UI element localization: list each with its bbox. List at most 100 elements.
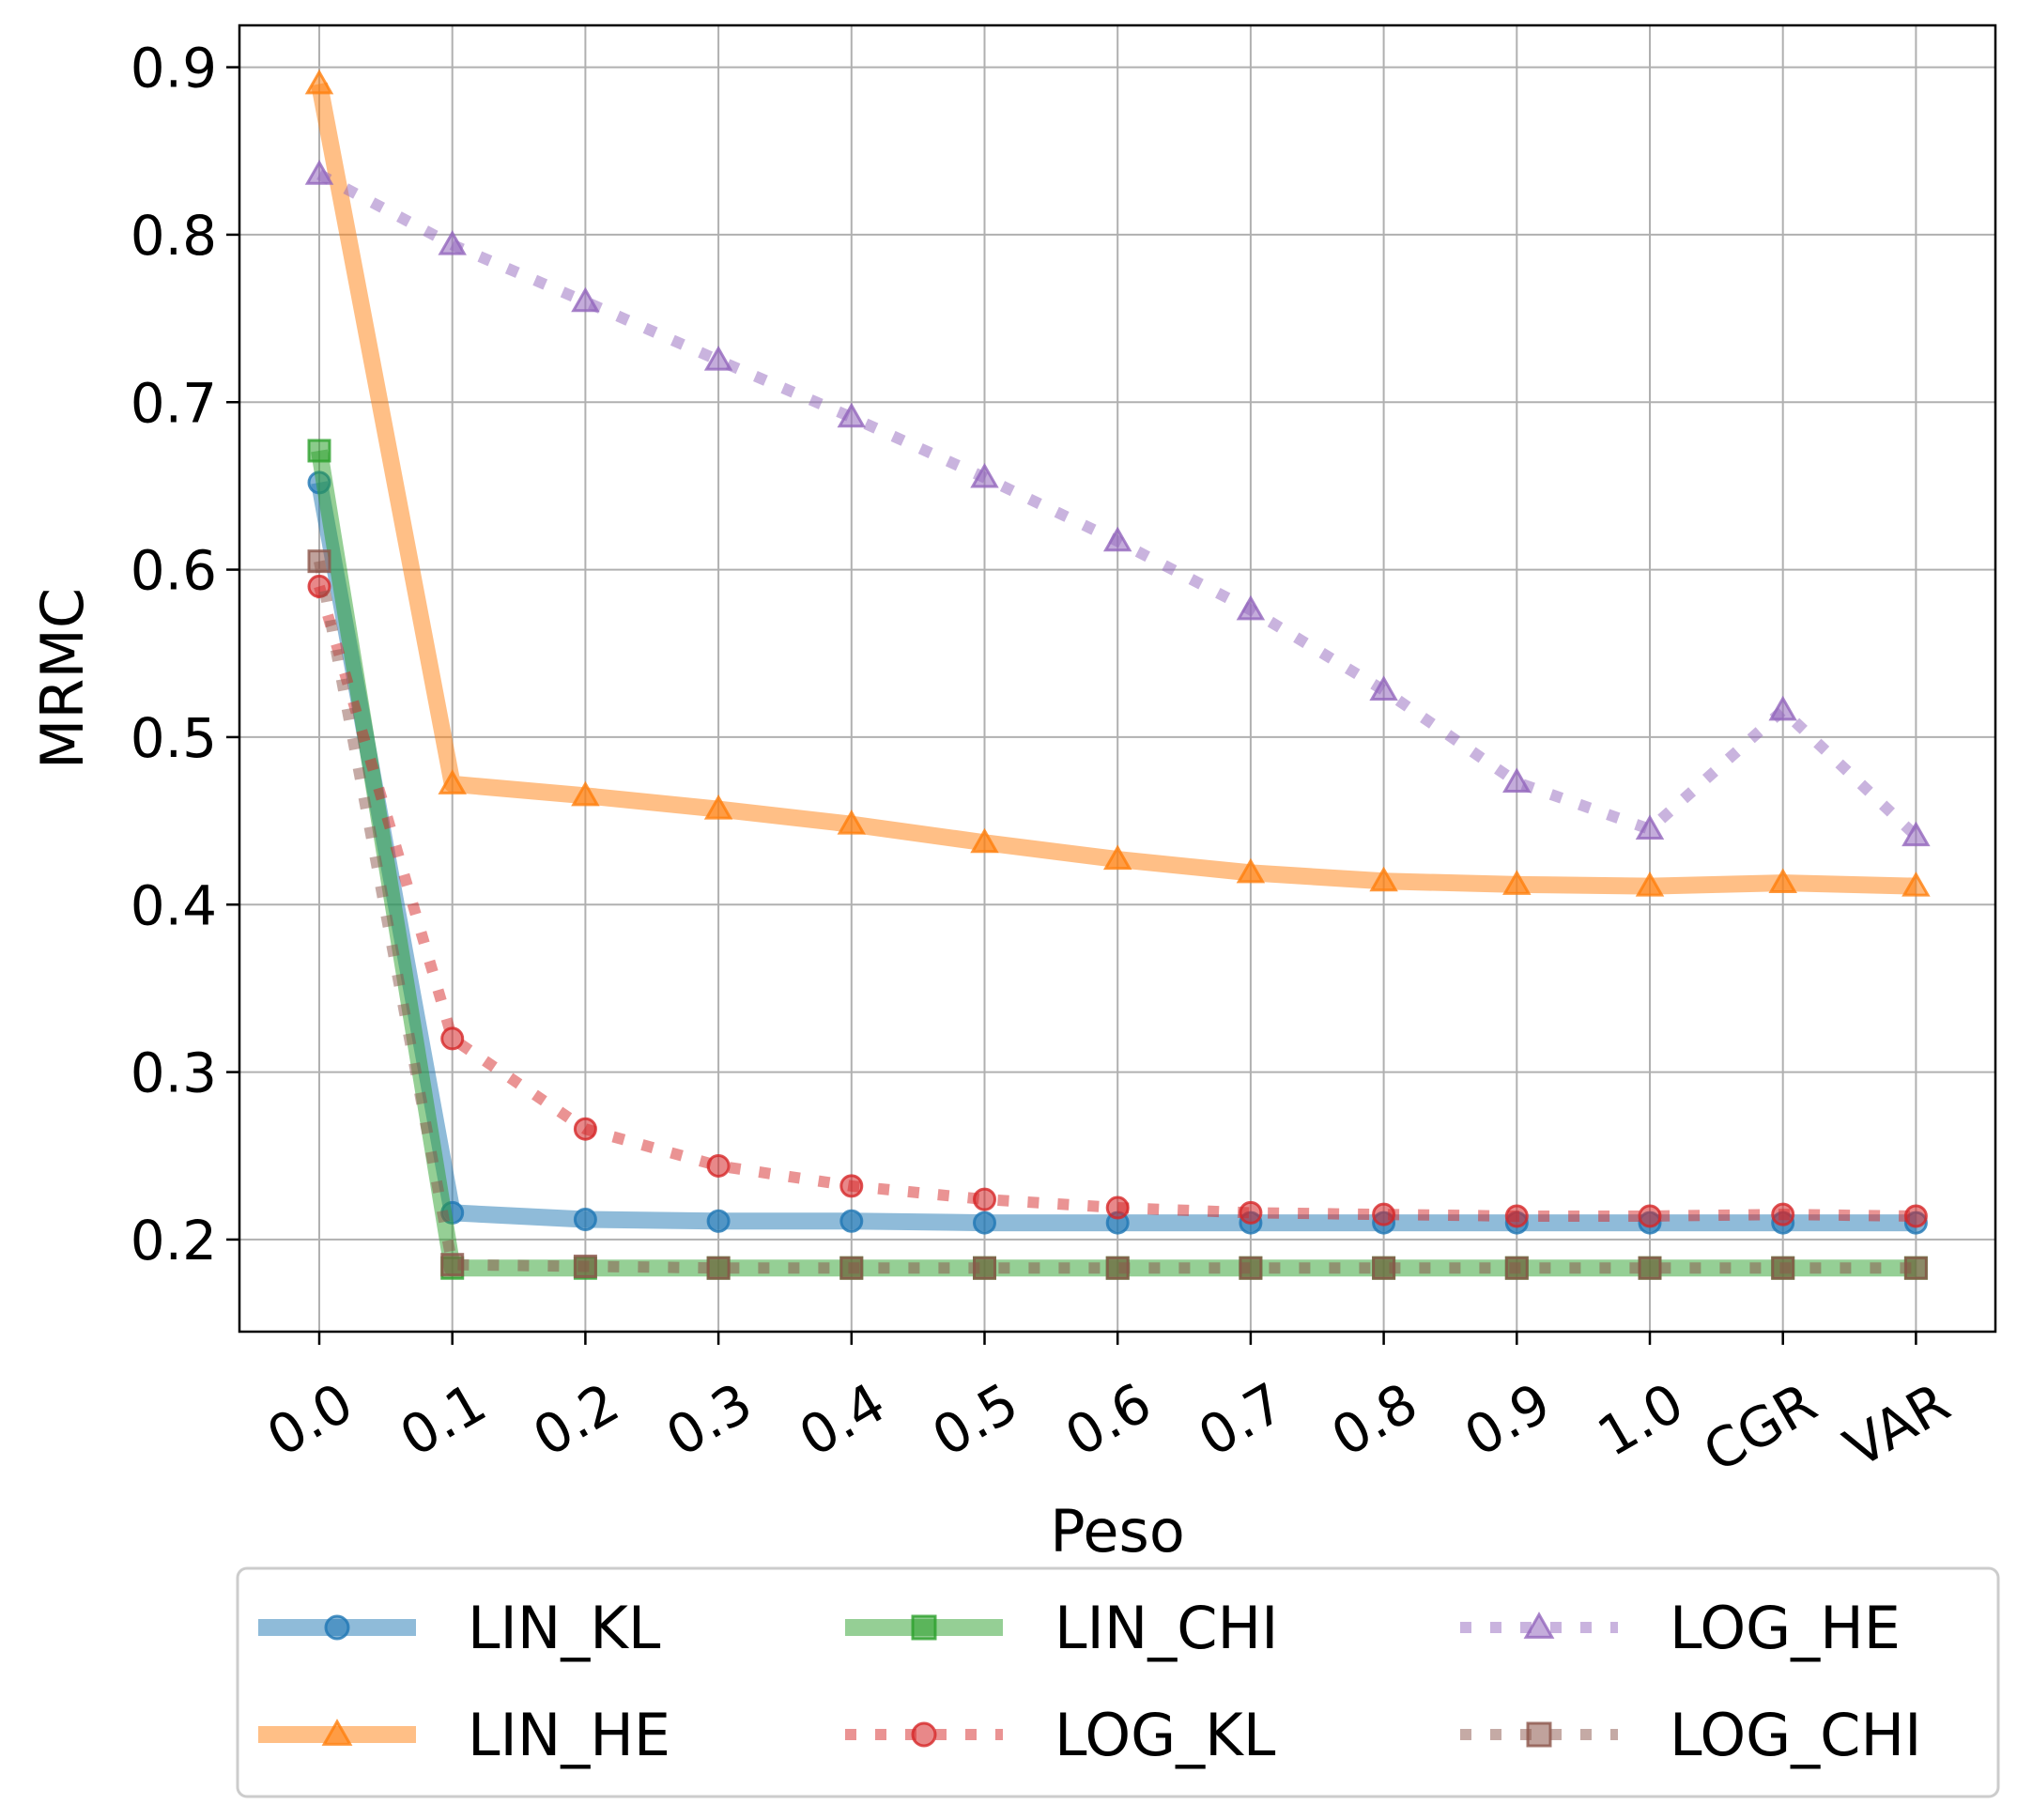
data-point bbox=[1239, 1200, 1263, 1225]
y-tick-label: 0.2 bbox=[131, 1209, 217, 1272]
data-point bbox=[1236, 857, 1266, 884]
data-point bbox=[1768, 695, 1797, 721]
data-point bbox=[1902, 821, 1931, 847]
y-tick-label: 0.9 bbox=[131, 37, 217, 100]
legend-label: LIN_CHI bbox=[1055, 1594, 1278, 1662]
x-tick-label: CGR bbox=[1693, 1370, 1827, 1485]
x-tick-label: 0.8 bbox=[1321, 1370, 1428, 1469]
data-point bbox=[706, 1153, 731, 1178]
y-tick-label: 0.4 bbox=[131, 873, 217, 937]
data-point bbox=[571, 780, 600, 807]
series-lines bbox=[304, 69, 1931, 1280]
x-axis-label: Peso bbox=[1050, 1497, 1185, 1566]
data-point bbox=[1372, 1202, 1396, 1226]
data-point bbox=[1903, 1204, 1928, 1228]
data-point bbox=[304, 160, 334, 185]
x-tick-label: 0.4 bbox=[789, 1370, 896, 1469]
data-point bbox=[1504, 1204, 1529, 1228]
data-point bbox=[1369, 866, 1398, 892]
legend-item: LIN_KL bbox=[258, 1594, 661, 1662]
data-point bbox=[1903, 1256, 1928, 1280]
legend-marker bbox=[324, 1614, 350, 1641]
x-tick-label: 0.2 bbox=[523, 1370, 630, 1469]
data-point bbox=[1236, 594, 1266, 621]
data-point bbox=[438, 229, 467, 255]
data-point bbox=[837, 402, 867, 428]
legend-label: LOG_KL bbox=[1055, 1701, 1276, 1769]
legend-item: LOG_HE bbox=[1460, 1594, 1901, 1662]
data-point bbox=[1502, 870, 1532, 895]
legend-item: LOG_CHI bbox=[1460, 1701, 1921, 1769]
data-point bbox=[307, 549, 331, 574]
legend-marker bbox=[321, 1719, 353, 1746]
data-point bbox=[1635, 814, 1665, 840]
data-point bbox=[706, 1209, 731, 1233]
data-point bbox=[573, 1208, 597, 1232]
y-tick-label: 0.3 bbox=[131, 1041, 217, 1105]
data-point bbox=[973, 1256, 996, 1280]
legend-item: LOG_KL bbox=[845, 1701, 1276, 1769]
legend-marker bbox=[1526, 1721, 1552, 1748]
grid-lines bbox=[239, 25, 1995, 1332]
data-point bbox=[304, 69, 334, 95]
legend-label: LOG_CHI bbox=[1670, 1701, 1921, 1769]
data-point bbox=[839, 1209, 864, 1233]
series-log-he bbox=[304, 160, 1931, 847]
data-point bbox=[839, 1174, 864, 1198]
x-tick-label: 0.6 bbox=[1055, 1370, 1162, 1469]
x-tick-label: 0.5 bbox=[922, 1370, 1029, 1469]
x-tick-label: 0.7 bbox=[1188, 1370, 1295, 1469]
data-point bbox=[1635, 871, 1665, 897]
data-point bbox=[1369, 675, 1398, 701]
data-point bbox=[307, 439, 331, 463]
series-log-kl bbox=[307, 574, 1928, 1228]
data-point bbox=[837, 809, 867, 835]
data-point bbox=[440, 1253, 465, 1277]
legend-item: LIN_CHI bbox=[845, 1594, 1278, 1662]
y-tick-label: 0.5 bbox=[131, 706, 217, 770]
data-point bbox=[573, 1117, 597, 1141]
data-point bbox=[973, 1187, 996, 1211]
legend: LIN_KL LIN_HE LIN_CHI LOG_KL LOG_HE LOG_CHI bbox=[236, 1566, 2000, 1798]
x-tick-label: 0.9 bbox=[1454, 1370, 1561, 1469]
data-point bbox=[1768, 868, 1797, 894]
series-lin-he bbox=[304, 69, 1931, 897]
legend-item: LIN_HE bbox=[258, 1701, 670, 1769]
data-point bbox=[1102, 844, 1132, 871]
data-point bbox=[703, 794, 733, 820]
legend-label: LIN_HE bbox=[468, 1701, 670, 1769]
y-axis-label: MRMC bbox=[28, 588, 97, 769]
y-tick-label: 0.6 bbox=[131, 539, 217, 603]
y-tick-label: 0.8 bbox=[131, 204, 217, 268]
x-tick-label: 1.0 bbox=[1587, 1370, 1694, 1469]
data-point bbox=[571, 286, 600, 313]
series-log-chi bbox=[307, 549, 1928, 1280]
data-point bbox=[1504, 1256, 1529, 1280]
data-point bbox=[703, 345, 733, 371]
data-point bbox=[573, 1254, 597, 1278]
data-point bbox=[1105, 1195, 1130, 1220]
legend-marker bbox=[911, 1614, 937, 1641]
data-point bbox=[1771, 1256, 1795, 1280]
data-point bbox=[1638, 1256, 1662, 1280]
data-point bbox=[440, 1026, 465, 1051]
data-point bbox=[973, 1211, 996, 1235]
data-point bbox=[970, 462, 999, 488]
data-point bbox=[1771, 1202, 1795, 1226]
x-tick-label: VAR bbox=[1834, 1370, 1960, 1480]
x-tick-label: 0.3 bbox=[655, 1370, 762, 1469]
data-point bbox=[438, 769, 467, 794]
data-point bbox=[706, 1256, 731, 1280]
data-point bbox=[1239, 1256, 1263, 1280]
data-point bbox=[1105, 1256, 1130, 1280]
data-point bbox=[970, 827, 999, 854]
data-point bbox=[1372, 1256, 1396, 1280]
legend-marker bbox=[1523, 1612, 1555, 1639]
data-point bbox=[1102, 526, 1132, 552]
x-tick-label: 0.1 bbox=[390, 1370, 497, 1469]
y-tick-label: 0.7 bbox=[131, 371, 217, 435]
legend-label: LOG_HE bbox=[1670, 1594, 1901, 1662]
y-axis-ticks: 0.2 0.3 0.4 0.5 0.6 0.7 0.8 0.9 bbox=[131, 37, 239, 1272]
